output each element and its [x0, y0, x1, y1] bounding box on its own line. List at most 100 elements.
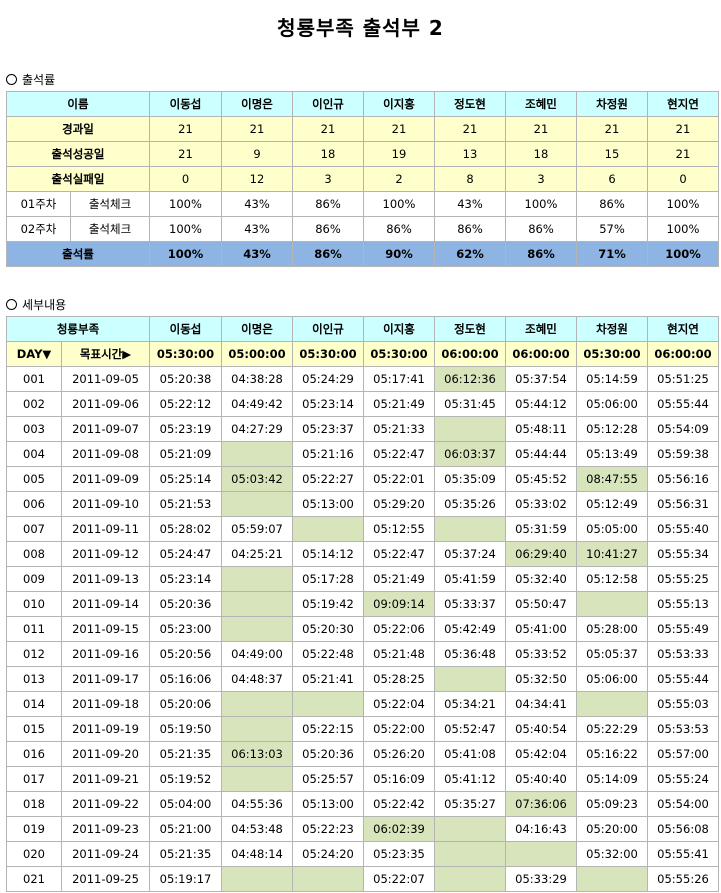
missed-time-cell: [221, 691, 293, 717]
date-cell: 2011-09-17: [61, 666, 150, 692]
time-cell: 04:16:43: [505, 816, 577, 842]
missed-time-cell: 10:41:27: [576, 541, 648, 567]
time-cell: 04:53:48: [221, 816, 293, 842]
time-cell: 05:12:49: [576, 491, 648, 517]
time-cell: 05:33:29: [505, 866, 577, 892]
day-number: 016: [6, 741, 62, 767]
time-cell: 04:34:41: [505, 691, 577, 717]
time-cell: 05:25:14: [149, 466, 222, 492]
table-row: 008 2011-09-12 05:24:47 04:25:21 05:14:12 05:…: [6, 541, 719, 567]
target-time-value: 05:00:00: [221, 341, 293, 367]
day-number: 007: [6, 516, 62, 542]
page-title: 청룡부족 출석부 2: [277, 16, 444, 40]
time-cell: 05:55:49: [647, 616, 719, 642]
table-row: 017 2011-09-21 05:19:52 05:25:57 05:16:09 05:…: [6, 766, 719, 792]
table-row: 005 2011-09-09 05:25:14 05:03:42 05:22:27 05:…: [6, 466, 719, 492]
attendance-rate-value: 100%: [149, 241, 222, 267]
time-cell: 05:22:47: [363, 541, 435, 567]
day-number: 008: [6, 541, 62, 567]
time-cell: 05:22:23: [292, 816, 364, 842]
summary-value: 21: [647, 141, 719, 167]
member-name: 이명은: [221, 316, 293, 342]
time-cell: 05:59:07: [221, 516, 293, 542]
summary-value: 2: [363, 166, 435, 192]
time-cell: 05:53:53: [647, 716, 719, 742]
member-name: 조혜민: [505, 91, 577, 117]
time-cell: 05:56:16: [647, 466, 719, 492]
time-cell: 05:17:41: [363, 366, 435, 392]
time-cell: 05:13:00: [292, 491, 364, 517]
summary-value: 18: [505, 141, 577, 167]
missed-time-cell: 07:36:06: [505, 791, 577, 817]
time-cell: 04:27:29: [221, 416, 293, 442]
time-cell: 05:12:28: [576, 416, 648, 442]
time-cell: 05:13:00: [292, 791, 364, 817]
time-cell: 05:37:54: [505, 366, 577, 392]
time-cell: 05:16:09: [363, 766, 435, 792]
time-cell: 05:32:50: [505, 666, 577, 692]
target-time-value: 05:30:00: [292, 341, 364, 367]
table-row: 007 2011-09-11 05:28:02 05:59:07 05:12:55 05:…: [6, 516, 719, 542]
week-rate-value: 100%: [647, 216, 719, 242]
time-cell: 05:55:24: [647, 766, 719, 792]
member-name: 정도현: [434, 316, 506, 342]
missed-time-cell: [434, 866, 506, 892]
time-cell: 05:28:25: [363, 666, 435, 692]
week-rate-value: 43%: [434, 191, 506, 217]
time-cell: 05:23:35: [363, 841, 435, 867]
week-label: 02주차: [6, 216, 71, 242]
missed-time-cell: [221, 566, 293, 592]
date-cell: 2011-09-11: [61, 516, 150, 542]
time-cell: 05:32:00: [576, 841, 648, 867]
summary-value: 21: [505, 116, 577, 142]
time-cell: 05:21:00: [149, 816, 222, 842]
circle-bullet-icon: [6, 74, 17, 85]
time-cell: 05:22:47: [363, 441, 435, 467]
time-cell: 04:48:37: [221, 666, 293, 692]
time-cell: 05:22:01: [363, 466, 435, 492]
time-cell: 05:33:37: [434, 591, 506, 617]
time-cell: 05:53:33: [647, 641, 719, 667]
member-name: 이명은: [221, 91, 293, 117]
time-cell: 05:40:40: [505, 766, 577, 792]
summary-section-label: 출석률: [22, 73, 56, 87]
missed-time-cell: [576, 691, 648, 717]
detail-header-row: 청룡부족 이동섭 이명은 이인규 이지홍 정도현 조혜민 차정원 현지연: [6, 316, 719, 342]
time-cell: 05:42:04: [505, 741, 577, 767]
member-name: 이인규: [292, 91, 364, 117]
missed-time-cell: 08:47:55: [576, 466, 648, 492]
member-name: 조혜민: [505, 316, 577, 342]
missed-time-cell: [292, 691, 364, 717]
time-cell: 05:12:58: [576, 566, 648, 592]
table-row: 014 2011-09-18 05:20:06 05:22:04 05:34:21 04:…: [6, 691, 719, 717]
time-cell: 05:16:06: [149, 666, 222, 692]
missed-time-cell: [576, 866, 648, 892]
table-row: 020 2011-09-24 05:21:35 04:48:14 05:24:20 05:…: [6, 841, 719, 867]
member-name: 차정원: [576, 316, 648, 342]
time-cell: 04:55:36: [221, 791, 293, 817]
missed-time-cell: [434, 666, 506, 692]
missed-time-cell: 09:09:14: [363, 591, 435, 617]
date-cell: 2011-09-13: [61, 566, 150, 592]
table-row: 019 2011-09-23 05:21:00 04:53:48 05:22:23 06:…: [6, 816, 719, 842]
time-cell: 05:23:14: [149, 566, 222, 592]
time-cell: 05:13:49: [576, 441, 648, 467]
missed-time-cell: [434, 516, 506, 542]
time-cell: 05:51:25: [647, 366, 719, 392]
missed-time-cell: 06:03:37: [434, 441, 506, 467]
time-cell: 05:20:36: [149, 591, 222, 617]
time-cell: 05:22:42: [363, 791, 435, 817]
time-cell: 05:36:48: [434, 641, 506, 667]
table-row: 004 2011-09-08 05:21:09 05:21:16 05:22:47 06:…: [6, 441, 719, 467]
summary-value: 3: [292, 166, 364, 192]
time-cell: 05:59:38: [647, 441, 719, 467]
missed-time-cell: [221, 866, 293, 892]
time-cell: 05:23:14: [292, 391, 364, 417]
time-cell: 05:37:24: [434, 541, 506, 567]
summary-value: 19: [363, 141, 435, 167]
day-number: 012: [6, 641, 62, 667]
summary-value: 9: [221, 141, 293, 167]
summary-value: 18: [292, 141, 364, 167]
day-number: 005: [6, 466, 62, 492]
summary-value: 21: [434, 116, 506, 142]
